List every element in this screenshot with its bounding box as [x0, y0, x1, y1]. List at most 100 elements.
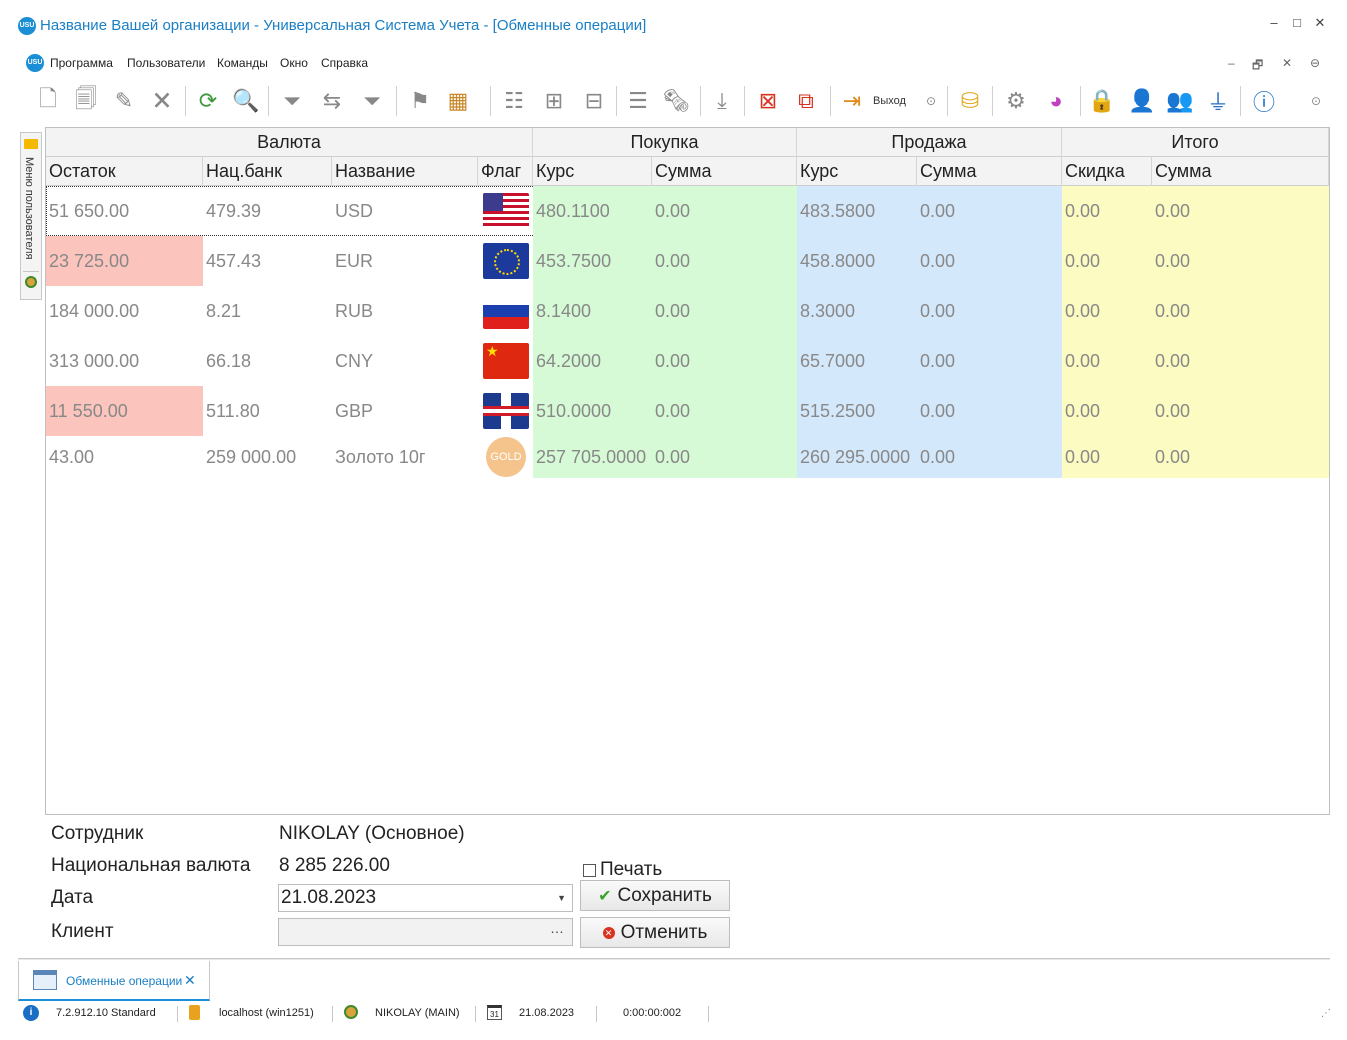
col-header-sell-rate[interactable]: Курс [797, 157, 917, 186]
menu-item-commands[interactable]: Команды [217, 56, 268, 70]
mdi-restore-button[interactable]: 🗗 [1252, 58, 1264, 72]
cell-total[interactable]: 0.00 [1152, 186, 1329, 236]
cell-name[interactable]: Золото 10г [335, 446, 426, 467]
table-row[interactable]: 313 000.0066.18CNY64.20000.0065.70000.00… [46, 336, 1329, 386]
col-header-discount[interactable]: Скидка [1062, 157, 1152, 186]
cell-discount[interactable]: 0.00 [1062, 286, 1152, 336]
group-icon[interactable]: ☷ [504, 88, 524, 113]
cell-sell-rate[interactable]: 8.3000 [797, 286, 917, 336]
col-header-buy-sum[interactable]: Сумма [652, 157, 797, 186]
checkbox-box[interactable] [583, 863, 596, 877]
cell-sell-sum[interactable]: 0.00 [917, 186, 1062, 236]
tab-exchange-operations[interactable]: Обменные операции ✕ [18, 961, 210, 1001]
col-header-name[interactable]: Название [332, 157, 478, 186]
save-button[interactable]: ✔ Сохранить [580, 880, 730, 911]
refresh-icon[interactable]: ⟳ [198, 88, 218, 113]
menu-item-program[interactable]: Программа [50, 56, 113, 70]
cell-nbank[interactable]: 511.80 [206, 400, 260, 421]
new-record-icon[interactable]: 🗋 [39, 86, 57, 111]
cell-buy-sum[interactable]: 0.00 [652, 386, 797, 436]
cell-discount[interactable]: 0.00 [1062, 436, 1152, 478]
users-icon[interactable]: 👥 [1166, 88, 1194, 113]
search-icon[interactable]: 🔍 [232, 88, 260, 113]
cell-sell-rate[interactable]: 483.5800 [797, 186, 917, 236]
cell-name[interactable]: USD [335, 200, 374, 221]
table-row[interactable]: 23 725.00 457.43 EUR 453.7500 0.00 458.8000 0.… [46, 236, 1329, 286]
cell-buy-rate[interactable]: 453.7500 [533, 236, 652, 286]
cell-buy-sum[interactable]: 0.00 [652, 336, 797, 386]
settings-gear-icon[interactable]: ⚙ [1006, 88, 1026, 113]
cell-balance[interactable]: 43.00 [49, 446, 95, 467]
cell-nbank[interactable]: 259 000.00 [206, 446, 297, 467]
cell-balance[interactable]: 23 725.00 [46, 236, 203, 286]
cell-sell-sum[interactable]: 0.00 [917, 236, 1062, 286]
download-icon[interactable]: ⤓ [717, 88, 727, 113]
col-header-balance[interactable]: Остаток [46, 157, 203, 186]
image-icon[interactable]: ▦ [447, 88, 469, 113]
menu-item-users[interactable]: Пользователи [127, 56, 206, 70]
tab-close-icon[interactable]: ✕ [184, 972, 196, 988]
cell-sell-rate[interactable]: 260 295.0000 [797, 436, 917, 478]
table-row[interactable]: 43.00 259 000.00 Золото 10г GOLD 257 705.000… [46, 436, 1329, 478]
col-header-buy-rate[interactable]: Курс [533, 157, 652, 186]
edit-record-icon[interactable]: ✎ [114, 88, 134, 113]
cell-total[interactable]: 0.00 [1152, 236, 1329, 286]
cell-buy-rate[interactable]: 8.1400 [533, 286, 652, 336]
cell-total[interactable]: 0.00 [1152, 436, 1329, 478]
cell-discount[interactable]: 0.00 [1062, 386, 1152, 436]
cell-balance[interactable]: 184 000.00 [49, 300, 140, 321]
color-wheel-icon[interactable]: ◕ [1049, 88, 1063, 113]
col-header-flag[interactable]: Флаг [478, 157, 533, 186]
print-checkbox[interactable]: Печать [583, 859, 662, 881]
cell-name[interactable]: GBP [335, 400, 374, 421]
cell-sell-rate[interactable]: 515.2500 [797, 386, 917, 436]
col-header-sell-sum[interactable]: Сумма [917, 157, 1062, 186]
toolbar-overflow-right-icon[interactable]: ⊙ [1310, 94, 1322, 108]
date-field[interactable]: 21.08.2023 ▼ [278, 884, 573, 912]
table-row[interactable]: 184 000.00 8.21 RUB 8.1400 0.00 8.3000 0.00 0.0… [46, 286, 1329, 336]
mdi-minimize-button[interactable]: – [1228, 56, 1235, 70]
mdi-close-button[interactable]: ✕ [1282, 56, 1293, 70]
cell-balance[interactable]: 51 650.00 [49, 200, 130, 221]
cell-buy-sum[interactable]: 0.00 [652, 436, 797, 478]
filter-settings-icon[interactable]: ⇆ [322, 88, 342, 113]
table-row[interactable]: 51 650.00 479.39 USD 480.1100 0.00 483.5800 0.… [46, 186, 1329, 236]
minimize-button[interactable]: – [1270, 15, 1278, 30]
cell-sell-rate[interactable]: 458.8000 [797, 236, 917, 286]
cell-sell-sum[interactable]: 0.00 [917, 286, 1062, 336]
cell-flag[interactable] [478, 386, 533, 436]
maximize-button[interactable]: □ [1293, 15, 1301, 30]
cell-flag[interactable] [478, 336, 533, 386]
cell-discount[interactable]: 0.00 [1062, 236, 1152, 286]
expand-tree-icon[interactable]: ⊞ [544, 88, 564, 113]
exit-icon[interactable]: ⇥ [842, 88, 862, 113]
cell-buy-sum[interactable]: 0.00 [652, 186, 797, 236]
cell-flag[interactable] [478, 286, 533, 336]
cell-name[interactable]: CNY [335, 350, 374, 371]
plugin-icon[interactable]: ⏚ [1206, 90, 1229, 115]
cell-flag[interactable] [478, 236, 533, 286]
exit-label[interactable]: Выход [873, 95, 906, 107]
collapse-tree-icon[interactable]: ⊟ [584, 88, 604, 113]
cell-buy-rate[interactable]: 257 705.0000 [533, 436, 652, 478]
user-menu-side-tab[interactable]: Меню пользователя [20, 132, 42, 300]
delete-record-icon[interactable]: 🗙 [153, 86, 171, 111]
cell-nbank[interactable]: 479.39 [206, 200, 262, 221]
menu-item-window[interactable]: Окно [280, 56, 308, 70]
cell-discount[interactable]: 0.00 [1062, 186, 1152, 236]
close-button[interactable]: ✕ [1314, 15, 1326, 30]
chevron-down-icon[interactable]: ▼ [557, 893, 566, 903]
cell-buy-sum[interactable]: 0.00 [652, 286, 797, 336]
cell-buy-rate[interactable]: 64.2000 [533, 336, 652, 386]
client-field[interactable]: … [278, 918, 573, 946]
cell-buy-rate[interactable]: 510.0000 [533, 386, 652, 436]
col-header-nbank[interactable]: Нац.банк [203, 157, 332, 186]
cell-name[interactable]: EUR [335, 250, 374, 271]
cell-sell-sum[interactable]: 0.00 [917, 386, 1062, 436]
cell-balance[interactable]: 313 000.00 [49, 350, 140, 371]
cell-name[interactable]: RUB [335, 300, 374, 321]
cell-total[interactable]: 0.00 [1152, 386, 1329, 436]
close-window-icon[interactable]: ⊠ [758, 88, 778, 113]
copy-record-icon[interactable]: 🗐 [75, 86, 97, 111]
close-all-windows-icon[interactable]: ⧉ [798, 88, 814, 113]
